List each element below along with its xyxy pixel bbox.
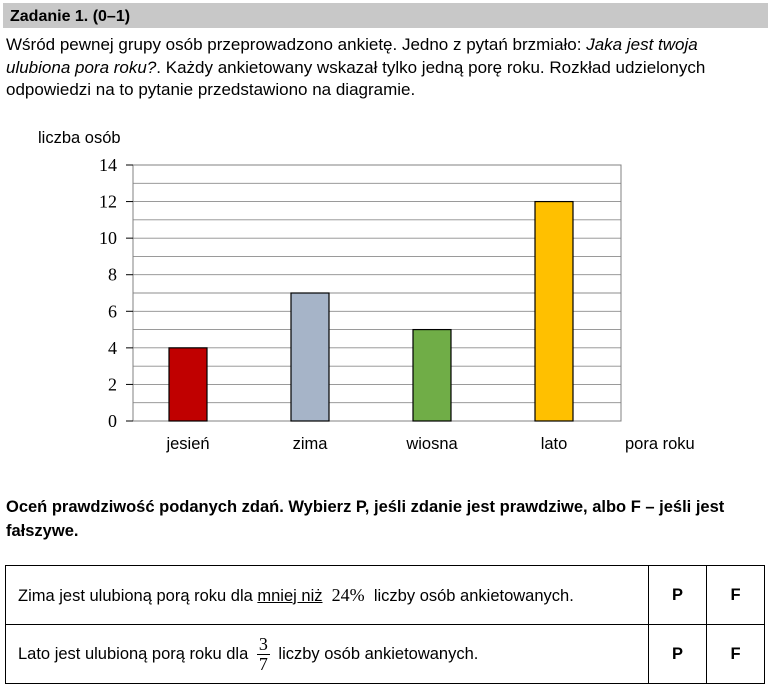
task-title: Zadanie 1. (0–1): [10, 8, 131, 25]
fraction-denominator: 7: [258, 653, 268, 674]
x-tick-label: wiosna: [405, 435, 458, 453]
statement-1-text-before: Zima jest ulubioną porą roku dla: [18, 586, 258, 605]
y-axis-label: liczba osób: [38, 129, 121, 147]
instruction-text: Oceń prawdziwość podanych zdań. Wybierz …: [6, 498, 725, 540]
x-tick-label: zima: [293, 435, 329, 453]
bar-0: [168, 347, 208, 422]
y-tick-label: 0: [108, 411, 117, 431]
statement-2-text-before: Lato jest ulubioną porą roku dla: [18, 644, 253, 663]
statement-1-false-option[interactable]: F: [706, 565, 765, 625]
task-header-bar: Zadanie 1. (0–1): [3, 3, 768, 28]
x-tick-label: lato: [541, 435, 568, 453]
statement-1-text-after: liczby osób ankietowanych.: [369, 586, 574, 605]
statement-2-false-option[interactable]: F: [706, 624, 765, 684]
fraction-numerator: 3: [256, 633, 270, 655]
y-tick-label: 10: [99, 228, 117, 248]
statement-2-text-after: liczby osób ankietowanych.: [273, 644, 479, 663]
statement-1-true-option[interactable]: P: [648, 565, 707, 625]
y-tick-label: 6: [108, 301, 117, 321]
intro-text-1: Wśród pewnej grupy osób przeprowadzono a…: [6, 35, 587, 54]
y-tick-label: 8: [108, 265, 117, 285]
chart-x-labels: jesień zima wiosna lato: [165, 435, 567, 453]
bar-2: [412, 328, 452, 422]
bar-3: [534, 200, 574, 422]
y-tick-label: 4: [108, 338, 117, 358]
chart-bars: [168, 200, 574, 422]
intro-question: Jaka jest twoja ulubiona pora roku?: [6, 35, 698, 77]
plot-frame: [132, 164, 622, 422]
y-tick-label: 12: [99, 192, 117, 212]
statement-2-true-option[interactable]: P: [648, 624, 707, 684]
x-tick-label: jesień: [165, 435, 209, 453]
x-axis-label: pora roku: [625, 435, 695, 453]
statement-1-percent: 24%: [331, 584, 365, 605]
bar-1: [290, 292, 330, 422]
statement-row-1: Zima jest ulubioną porą roku dla mniej n…: [5, 565, 765, 625]
y-tick-label: 2: [108, 374, 117, 394]
chart-y-ticks: 0 2 4 6 8 10 12 14: [99, 155, 133, 431]
task-intro: Wśród pewnej grupy osób przeprowadzono a…: [6, 34, 761, 102]
bar-chart: 0 2 4 6 8 10 12 14 jesień zima wiosna lato liczba …: [38, 129, 695, 453]
statement-1-underlined: mniej niż: [257, 586, 323, 605]
y-tick-label: 14: [99, 155, 117, 175]
true-false-table: Zima jest ulubioną porą roku dla mniej n…: [5, 565, 765, 684]
intro-text-2: . Każdy ankietowany wskazał tylko jedną …: [6, 57, 706, 100]
statement-1: Zima jest ulubioną porą roku dla mniej n…: [5, 565, 649, 625]
